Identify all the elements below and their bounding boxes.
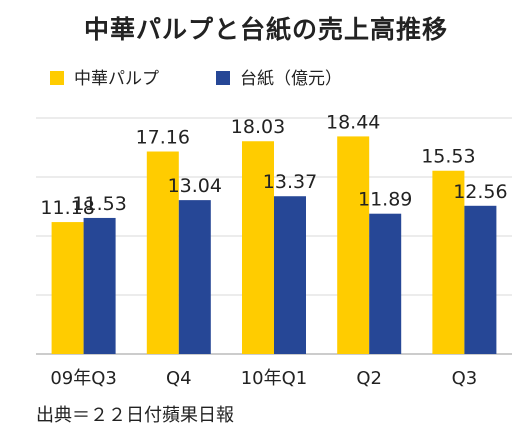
x-tick-label: Q2 [356, 368, 382, 389]
bar-pulp [146, 151, 179, 354]
legend-label-paper: 台紙（億元） [240, 69, 342, 89]
bar-pulp [51, 222, 84, 354]
data-label-paper: 12.56 [453, 181, 507, 203]
bar-pulp [432, 170, 465, 354]
legend-label-pulp: 中華パルプ [74, 69, 159, 89]
x-tick-label: 09年Q3 [50, 368, 117, 389]
source-note: 出典＝２２日付蘋果日報 [36, 405, 234, 426]
data-label-pulp: 11.18 [40, 197, 94, 219]
legend-item-pulp: 中華パルプ [50, 64, 159, 89]
x-tick-label: Q4 [166, 368, 192, 389]
data-label-paper: 13.37 [263, 171, 317, 193]
bar-paper [464, 205, 497, 354]
legend-swatch-paper [216, 70, 230, 85]
data-label-pulp: 18.03 [231, 116, 285, 138]
bar-paper [178, 200, 211, 354]
x-tick-label: 10年Q1 [241, 368, 308, 389]
bar-paper [274, 196, 306, 354]
bar-pulp [337, 136, 370, 354]
data-label-paper: 13.04 [168, 175, 222, 197]
bar-pulp [242, 141, 274, 354]
legend-swatch-pulp [50, 70, 64, 85]
data-label-pulp: 17.16 [136, 127, 190, 149]
chart-title: 中華パルプと台紙の売上高推移 [83, 15, 448, 44]
legend-item-paper: 台紙（億元） [216, 64, 342, 89]
x-tick-label: Q3 [452, 368, 478, 389]
data-label-paper: 11.53 [72, 193, 126, 215]
bar-paper [369, 213, 402, 354]
bar-paper [83, 217, 116, 354]
data-label-pulp: 18.44 [326, 111, 380, 133]
data-label-paper: 11.89 [358, 189, 412, 211]
data-label-pulp: 15.53 [421, 146, 475, 168]
